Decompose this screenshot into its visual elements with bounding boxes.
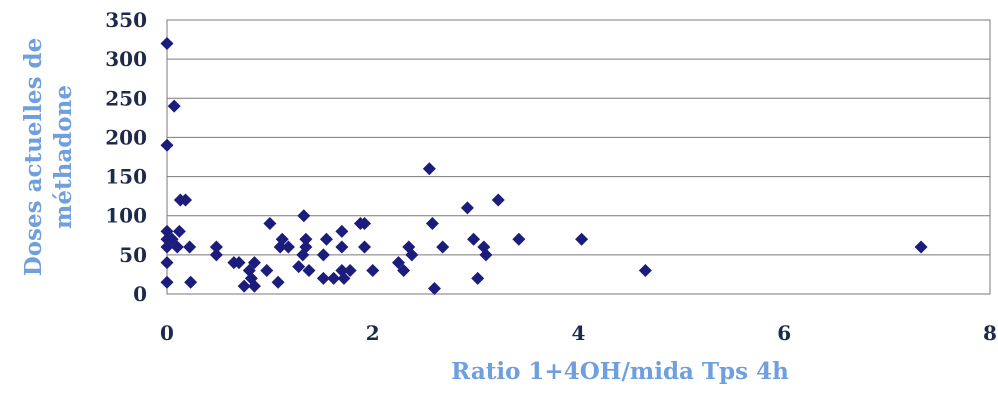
data-point-11 xyxy=(183,240,197,254)
data-point-6 xyxy=(172,224,186,238)
y-tick-label-350: 350 xyxy=(105,8,147,32)
y-tick-label-50: 50 xyxy=(119,243,147,267)
data-point-38 xyxy=(316,271,330,285)
y-tick-label-250: 250 xyxy=(105,86,147,110)
data-point-35 xyxy=(302,264,316,278)
data-point-32 xyxy=(299,232,313,246)
data-point-15 xyxy=(209,240,223,254)
x-tick-label-2: 2 xyxy=(366,321,380,345)
data-point-28 xyxy=(281,240,295,254)
data-point-57 xyxy=(460,201,474,215)
data-point-40 xyxy=(335,224,349,238)
data-point-52 xyxy=(405,248,419,262)
data-point-27 xyxy=(275,232,289,246)
y-tick-labels: 0 50 100 150 200 250 300 350 xyxy=(105,8,147,306)
data-point-36 xyxy=(316,248,330,262)
y-tick-label-100: 100 xyxy=(105,204,147,228)
x-axis-title: Ratio 1+4OH/mida Tps 4h xyxy=(451,358,789,385)
y-axis-title-line-1: Doses actuelles de xyxy=(20,38,47,277)
data-point-66 xyxy=(914,240,928,254)
data-point-12 xyxy=(160,256,174,270)
data-point-47 xyxy=(358,240,372,254)
data-point-54 xyxy=(425,217,439,231)
data-point-13 xyxy=(160,275,174,289)
data-points xyxy=(160,36,928,296)
data-point-65 xyxy=(638,264,652,278)
data-point-44 xyxy=(343,264,357,278)
data-point-62 xyxy=(491,193,505,207)
x-tick-label-0: 0 xyxy=(160,321,174,345)
data-point-31 xyxy=(297,209,311,223)
x-tick-labels: 0 2 4 6 8 xyxy=(160,321,997,345)
data-point-29 xyxy=(271,275,285,289)
data-point-58 xyxy=(467,232,481,246)
y-tick-label-300: 300 xyxy=(105,47,147,71)
data-point-43 xyxy=(335,264,349,278)
x-tick-label-4: 4 xyxy=(572,321,586,345)
grid-lines xyxy=(167,58,990,256)
data-point-56 xyxy=(436,240,450,254)
data-point-64 xyxy=(575,232,589,246)
data-point-46 xyxy=(358,217,372,231)
data-point-39 xyxy=(327,271,341,285)
y-tick-label-0: 0 xyxy=(133,282,147,306)
y-tick-label-150: 150 xyxy=(105,165,147,189)
data-point-61 xyxy=(479,248,493,262)
data-point-25 xyxy=(263,217,277,231)
y-axis-title: Doses actuelles de méthadone xyxy=(20,38,77,277)
data-point-59 xyxy=(471,271,485,285)
data-point-63 xyxy=(512,232,526,246)
data-point-37 xyxy=(319,232,333,246)
y-axis-title-line-2: méthadone xyxy=(50,85,77,229)
data-point-41 xyxy=(335,240,349,254)
data-point-2 xyxy=(160,138,174,152)
data-point-23 xyxy=(244,271,258,285)
data-point-24 xyxy=(260,264,274,278)
data-point-19 xyxy=(237,279,251,293)
x-tick-label-6: 6 xyxy=(777,321,791,345)
plot-area-border xyxy=(166,19,991,295)
data-point-21 xyxy=(247,256,261,270)
data-point-0 xyxy=(160,36,174,50)
data-point-1 xyxy=(167,99,181,113)
data-point-10 xyxy=(170,240,184,254)
y-tick-label-200: 200 xyxy=(105,125,147,149)
data-point-50 xyxy=(397,264,411,278)
data-point-30 xyxy=(292,260,306,274)
x-tick-label-8: 8 xyxy=(983,321,997,345)
data-point-4 xyxy=(179,193,193,207)
data-point-9 xyxy=(160,240,174,254)
data-point-18 xyxy=(232,256,246,270)
data-point-48 xyxy=(366,264,380,278)
data-point-53 xyxy=(422,162,436,176)
data-point-55 xyxy=(427,282,441,296)
data-point-14 xyxy=(184,275,198,289)
data-point-34 xyxy=(296,248,310,262)
data-point-16 xyxy=(209,248,223,262)
